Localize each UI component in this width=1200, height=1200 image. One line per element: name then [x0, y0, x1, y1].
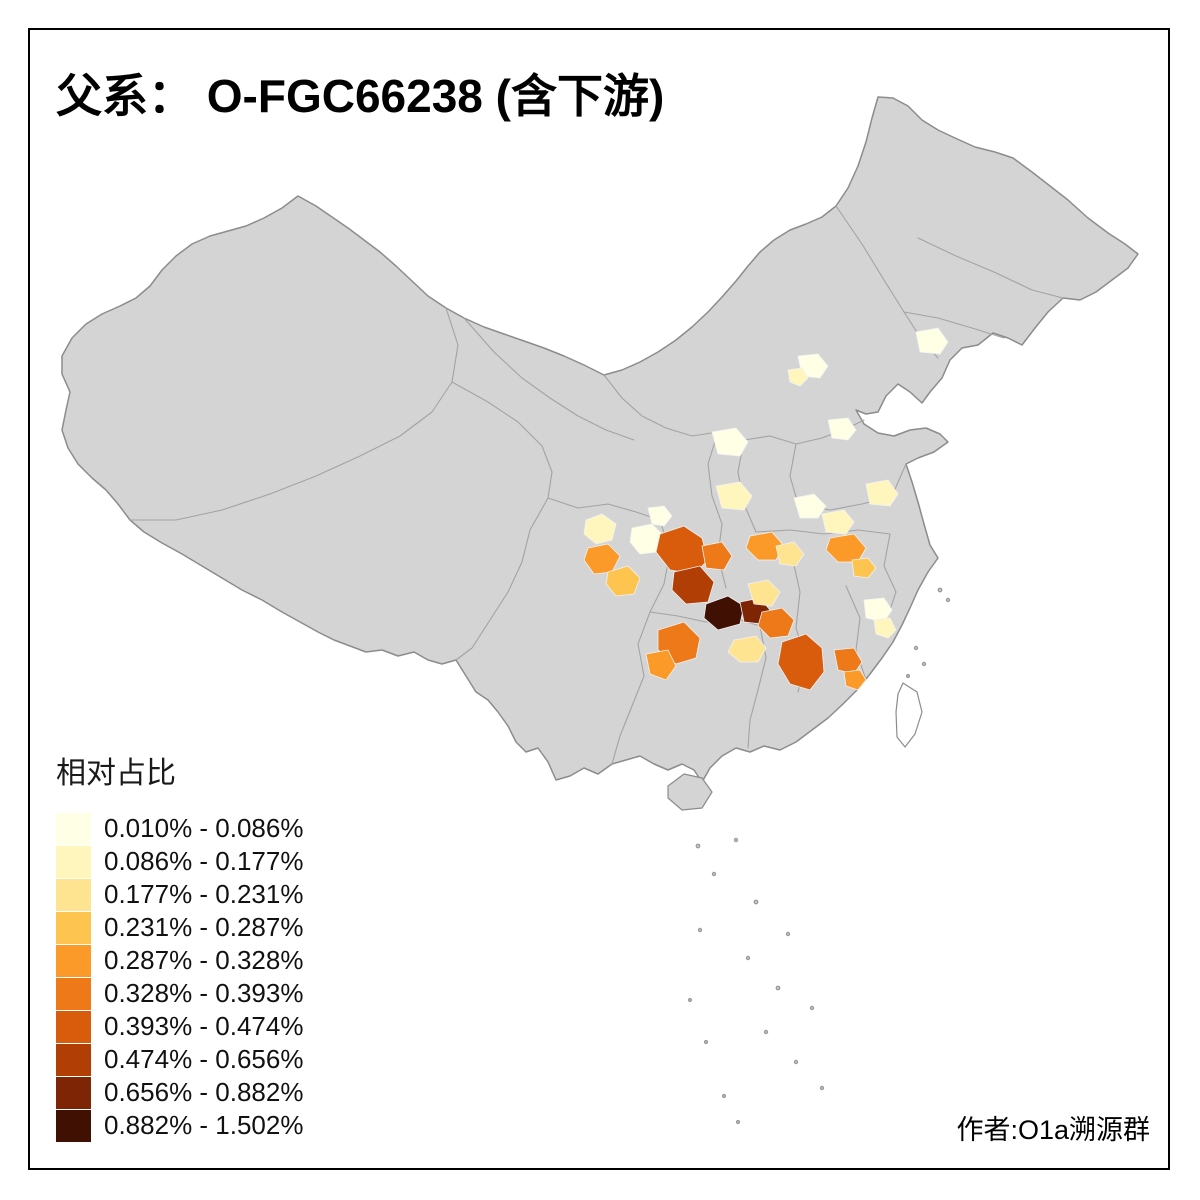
prefecture-region — [833, 647, 863, 675]
legend-label: 0.656% - 0.882% — [104, 1077, 304, 1107]
legend-label: 0.393% - 0.474% — [104, 1011, 304, 1041]
legend-item: 0.177% - 0.231% — [56, 878, 303, 911]
prefecture-region — [745, 531, 785, 561]
prefecture-region — [715, 481, 753, 511]
prefecture-region — [865, 479, 899, 507]
province-border-central — [649, 519, 891, 627]
legend-item: 0.393% - 0.474% — [56, 1010, 303, 1043]
hainan-island — [667, 773, 713, 811]
legend-label: 0.287% - 0.328% — [104, 945, 304, 975]
legend: 相对占比 0.010% - 0.086% 0.086% - 0.177% 0.177… — [56, 748, 303, 1142]
legend-label: 0.474% - 0.656% — [104, 1044, 304, 1074]
legend-item: 0.474% - 0.656% — [56, 1043, 303, 1076]
legend-item: 0.287% - 0.328% — [56, 944, 303, 977]
prefecture-region — [821, 509, 855, 535]
map-title: 父系： O-FGC66238 (含下游) — [56, 70, 665, 122]
legend-label: 0.328% - 0.393% — [104, 978, 304, 1008]
legend-rows: 0.010% - 0.086% 0.086% - 0.177% 0.177% - 0… — [56, 812, 303, 1142]
prefecture-region — [787, 367, 809, 387]
legend-label: 0.177% - 0.231% — [104, 879, 304, 909]
south-china-sea-islands — [687, 587, 951, 1125]
prefecture-region — [583, 513, 617, 545]
legend-label: 0.882% - 1.502% — [104, 1110, 304, 1140]
legend-item: 0.328% - 0.393% — [56, 977, 303, 1010]
prefecture-region — [851, 557, 877, 579]
legend-swatch — [56, 911, 91, 944]
legend-swatch — [56, 944, 91, 977]
province-border-south — [611, 533, 897, 765]
prefecture-region — [843, 669, 867, 691]
china-outline — [61, 96, 1139, 783]
legend-swatch — [56, 878, 91, 911]
legend-swatch — [56, 1109, 91, 1142]
prefecture-region — [703, 595, 745, 631]
legend-swatch — [56, 845, 91, 878]
legend-item: 0.010% - 0.086% — [56, 812, 303, 845]
legend-item: 0.086% - 0.177% — [56, 845, 303, 878]
legend-swatch — [56, 1076, 91, 1109]
prefecture-region — [915, 327, 949, 355]
province-borders — [129, 205, 1064, 765]
islands — [687, 587, 951, 1125]
legend-title: 相对占比 — [56, 757, 176, 790]
colored-prefectures — [583, 327, 949, 691]
legend-swatch — [56, 977, 91, 1010]
author-credit: 作者:O1a溯源群 — [956, 1115, 1150, 1145]
prefecture-region — [873, 617, 897, 639]
prefecture-region — [793, 493, 827, 519]
prefecture-region — [827, 417, 857, 441]
prefecture-region — [747, 579, 781, 607]
prefecture-region — [701, 541, 733, 571]
legend-swatch — [56, 812, 91, 845]
legend-item: 0.656% - 0.882% — [56, 1076, 303, 1109]
prefecture-region — [711, 427, 749, 457]
mainland-landmass — [61, 96, 1139, 811]
prefecture-region — [775, 541, 805, 567]
prefecture-region — [777, 633, 825, 691]
legend-item: 0.231% - 0.287% — [56, 911, 303, 944]
prefecture-region — [645, 649, 677, 681]
prefecture-region — [605, 565, 641, 597]
legend-label: 0.231% - 0.287% — [104, 912, 304, 942]
legend-swatch — [56, 1010, 91, 1043]
prefecture-region — [863, 597, 893, 623]
legend-label: 0.086% - 0.177% — [104, 846, 304, 876]
prefecture-region — [757, 607, 795, 639]
province-border-qinghai-tibet — [451, 381, 661, 661]
legend-label: 0.010% - 0.086% — [104, 813, 304, 843]
taiwan-island — [895, 682, 923, 748]
prefecture-region — [647, 505, 673, 527]
prefecture-region — [727, 635, 767, 663]
prefecture-region — [671, 565, 715, 605]
legend-swatch — [56, 1043, 91, 1076]
legend-item: 0.882% - 1.502% — [56, 1109, 303, 1142]
province-border-west — [129, 307, 459, 521]
